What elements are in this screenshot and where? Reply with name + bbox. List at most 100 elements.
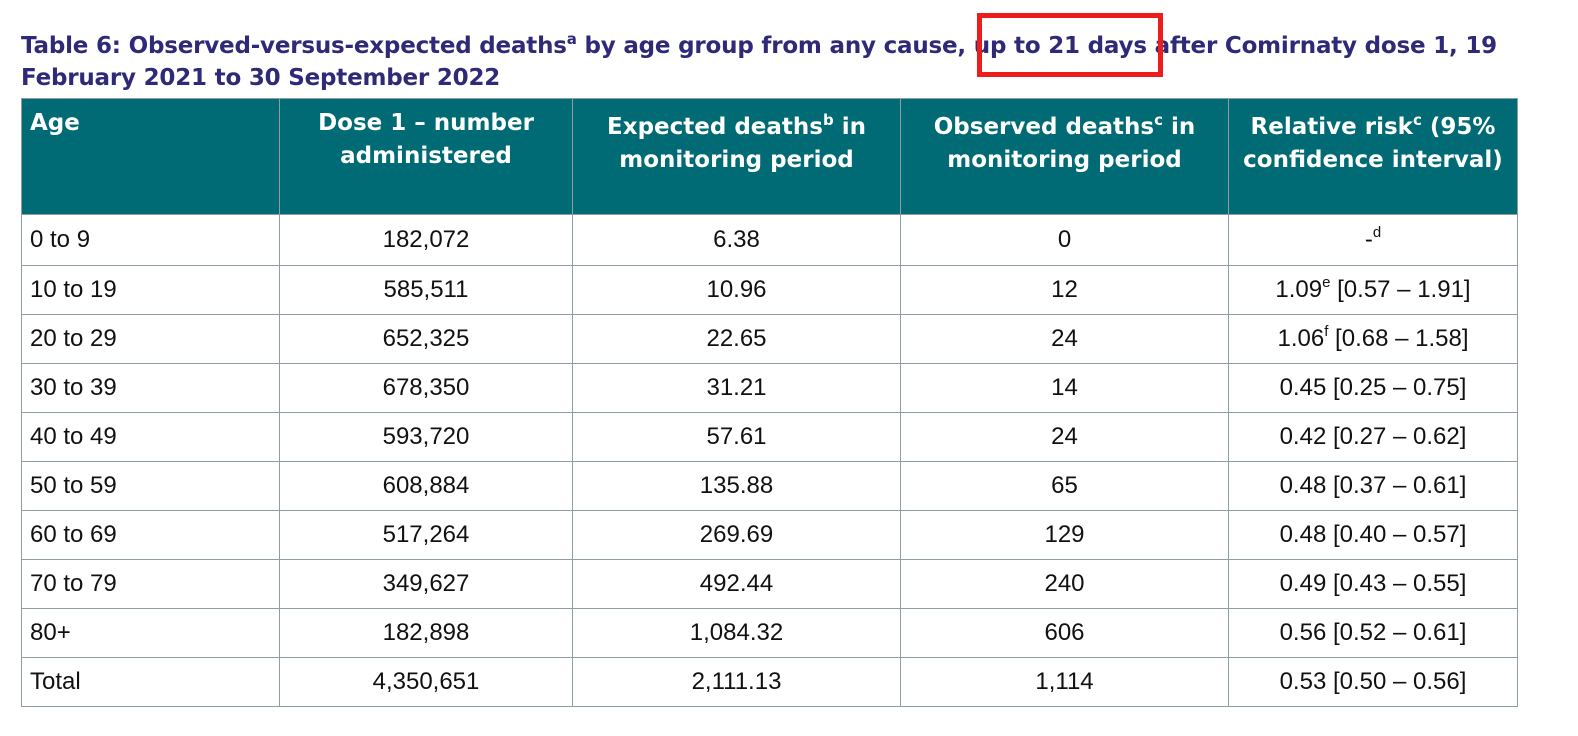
cell-dose1: 182,898: [279, 608, 573, 658]
cell-age: 0 to 9: [21, 214, 280, 266]
rr-value: 0.48: [1279, 472, 1327, 499]
header-rr-footnote: c: [1412, 111, 1422, 129]
rr-value: 1.06: [1277, 325, 1325, 352]
rr-ci: [0.50 – 0.56]: [1326, 668, 1467, 695]
rr-value: -: [1364, 226, 1373, 253]
rr-value: 0.49: [1279, 570, 1327, 597]
cell-dose1: 4,350,651: [279, 657, 573, 707]
cell-observed: 606: [900, 608, 1229, 658]
cell-dose1: 652,325: [279, 314, 573, 364]
cell-relative-risk: 0.45 [0.25 – 0.75]: [1228, 363, 1518, 413]
cell-dose1: 182,072: [279, 214, 573, 266]
rr-ci: [0.40 – 0.57]: [1326, 521, 1467, 548]
cell-dose1: 517,264: [279, 510, 573, 560]
rr-ci: [0.68 – 1.58]: [1328, 325, 1469, 352]
cell-expected: 135.88: [572, 461, 901, 511]
caption-text-start: Table 6: Observed-versus-expected deaths: [21, 33, 567, 59]
cell-expected: 22.65: [572, 314, 901, 364]
rr-ci: [0.27 – 0.62]: [1326, 423, 1467, 450]
cell-expected: 6.38: [572, 214, 901, 266]
caption-text-middle: by age group from any cause,: [576, 33, 974, 59]
cell-dose1: 608,884: [279, 461, 573, 511]
cell-expected: 269.69: [572, 510, 901, 560]
cell-expected: 492.44: [572, 559, 901, 609]
cell-dose1: 678,350: [279, 363, 573, 413]
table-row: 40 to 49 593,720 57.61 24 0.42 [0.27 – 0…: [21, 412, 1518, 462]
table-row: 80+ 182,898 1,084.32 606 0.56 [0.52 – 0.…: [21, 608, 1518, 658]
table-row: 0 to 9 182,072 6.38 0 -d: [21, 214, 1518, 266]
cell-relative-risk: 0.49 [0.43 – 0.55]: [1228, 559, 1518, 609]
cell-relative-risk: 0.53 [0.50 – 0.56]: [1228, 657, 1518, 707]
cell-expected: 57.61: [572, 412, 901, 462]
header-observed: Observed deathsc in monitoring period: [900, 98, 1229, 215]
header-dose1: Dose 1 – number administered: [279, 98, 573, 215]
cell-dose1: 593,720: [279, 412, 573, 462]
cell-observed: 14: [900, 363, 1229, 413]
rr-footnote: f: [1324, 323, 1329, 340]
header-observed-label: Observed deaths: [933, 114, 1155, 140]
header-rr-tail: (95% confidence interval): [1243, 114, 1503, 173]
cell-expected: 10.96: [572, 265, 901, 315]
header-expected-footnote: b: [822, 111, 834, 129]
header-expected-label: Expected deaths: [607, 114, 823, 140]
rr-ci: [0.43 – 0.55]: [1326, 570, 1467, 597]
cell-age: 70 to 79: [21, 559, 280, 609]
header-expected-tail: in monitoring period: [619, 114, 866, 173]
rr-ci: [0.57 – 1.91]: [1330, 276, 1471, 303]
deaths-table: Age Dose 1 – number administered Expecte…: [21, 98, 1518, 707]
rr-ci: [0.25 – 0.75]: [1326, 374, 1467, 401]
cell-observed: 24: [900, 314, 1229, 364]
cell-dose1: 349,627: [279, 559, 573, 609]
table-row: 60 to 69 517,264 269.69 129 0.48 [0.40 –…: [21, 510, 1518, 560]
cell-relative-risk: 0.56 [0.52 – 0.61]: [1228, 608, 1518, 658]
rr-ci: [0.37 – 0.61]: [1326, 472, 1467, 499]
rr-value: 0.42: [1279, 423, 1327, 450]
cell-observed: 0: [900, 214, 1229, 266]
header-observed-tail: in monitoring period: [947, 114, 1196, 173]
table-row: 10 to 19 585,511 10.96 12 1.09e [0.57 – …: [21, 265, 1518, 315]
table-row: 30 to 39 678,350 31.21 14 0.45 [0.25 – 0…: [21, 363, 1518, 413]
table-row-total: Total 4,350,651 2,111.13 1,114 0.53 [0.5…: [21, 657, 1518, 707]
cell-age: 40 to 49: [21, 412, 280, 462]
caption-highlighted-text: up to 21 days: [973, 33, 1147, 59]
table-row: 20 to 29 652,325 22.65 24 1.06f [0.68 – …: [21, 314, 1518, 364]
header-age: Age: [21, 98, 280, 215]
caption-footnote-a: a: [566, 30, 577, 48]
table-row: 50 to 59 608,884 135.88 65 0.48 [0.37 – …: [21, 461, 1518, 511]
cell-age: 20 to 29: [21, 314, 280, 364]
cell-age: 50 to 59: [21, 461, 280, 511]
cell-age: 30 to 39: [21, 363, 280, 413]
rr-value: 0.48: [1279, 521, 1327, 548]
cell-relative-risk: 1.09e [0.57 – 1.91]: [1228, 265, 1518, 315]
cell-observed: 65: [900, 461, 1229, 511]
cell-relative-risk: 0.48 [0.37 – 0.61]: [1228, 461, 1518, 511]
cell-relative-risk: -d: [1228, 214, 1518, 266]
cell-age: 80+: [21, 608, 280, 658]
header-relative-risk: Relative riskc (95% confidence interval): [1228, 98, 1518, 215]
cell-expected: 2,111.13: [572, 657, 901, 707]
caption-text-end: after Comirnaty dose 1, 19 February 2021…: [21, 33, 1497, 91]
cell-observed: 12: [900, 265, 1229, 315]
cell-expected: 1,084.32: [572, 608, 901, 658]
cell-observed: 1,114: [900, 657, 1229, 707]
rr-footnote: e: [1322, 274, 1331, 291]
cell-observed: 240: [900, 559, 1229, 609]
rr-value: 0.53: [1279, 668, 1327, 695]
table-caption: Table 6: Observed-versus-expected deaths…: [21, 30, 1541, 94]
header-rr-label: Relative risk: [1250, 114, 1413, 140]
cell-relative-risk: 1.06f [0.68 – 1.58]: [1228, 314, 1518, 364]
red-highlight-box: [977, 13, 1163, 77]
cell-observed: 129: [900, 510, 1229, 560]
table-header-row: Age Dose 1 – number administered Expecte…: [21, 98, 1518, 215]
cell-age: 60 to 69: [21, 510, 280, 560]
cell-age: Total: [21, 657, 280, 707]
cell-dose1: 585,511: [279, 265, 573, 315]
cell-relative-risk: 0.48 [0.40 – 0.57]: [1228, 510, 1518, 560]
rr-ci: [0.52 – 0.61]: [1326, 619, 1467, 646]
rr-value: 0.56: [1279, 619, 1327, 646]
header-expected: Expected deathsb in monitoring period: [572, 98, 901, 215]
rr-footnote: d: [1372, 224, 1382, 241]
cell-age: 10 to 19: [21, 265, 280, 315]
rr-value: 0.45: [1279, 374, 1327, 401]
rr-value: 1.09: [1275, 276, 1323, 303]
